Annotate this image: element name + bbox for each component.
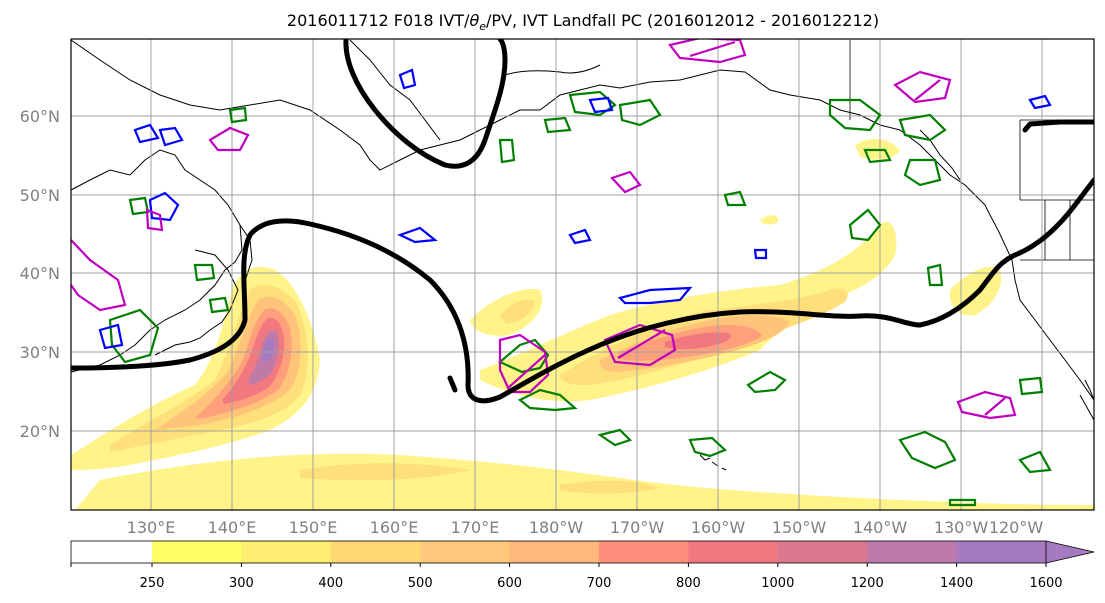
map-title: 2016011712 F018 IVT/θe/PV, IVT Landfall … xyxy=(287,11,879,33)
lat-label-20: 20°N xyxy=(20,422,60,441)
lon-label-140w: 140°W xyxy=(853,518,908,537)
lat-label-40: 40°N xyxy=(20,264,60,283)
colorbar-tick-label: 500 xyxy=(408,576,433,591)
coastlines xyxy=(71,39,1094,471)
colorbar-tick-label: 700 xyxy=(587,576,612,591)
colorbar-segment xyxy=(241,541,332,563)
landfall-pc-contour xyxy=(71,39,1094,404)
lon-label-170w: 170°W xyxy=(610,518,665,537)
colorbar-segment xyxy=(330,541,421,563)
colorbar-frame xyxy=(70,540,1047,564)
colorbar-tick-label: 400 xyxy=(318,576,343,591)
colorbar-segments xyxy=(152,541,1047,563)
lat-label-30: 30°N xyxy=(20,343,60,362)
colorbar-tick-label: 250 xyxy=(140,576,165,591)
lon-label-160e: 160°E xyxy=(370,518,419,537)
colorbar: 250 300 400 500 600 700 800 1000 1200 1400 1600 xyxy=(70,540,1095,591)
colorbar-extend-arrow xyxy=(1046,541,1094,563)
colorbar-tick-label: 1000 xyxy=(761,576,794,591)
pv-contours xyxy=(98,68,1052,350)
colorbar-ticks: 250 300 400 500 600 700 800 1000 1200 1400 1600 xyxy=(70,563,1063,591)
colorbar-tick-label: 1600 xyxy=(1029,576,1062,591)
colorbar-tick-label: 1200 xyxy=(851,576,884,591)
longitude-labels: 130°E 140°E 150°E 160°E 170°E 180°W 170°… xyxy=(127,518,1044,537)
lon-label-170e: 170°E xyxy=(451,518,500,537)
colorbar-segment xyxy=(599,541,689,563)
colorbar-tick-label: 300 xyxy=(229,576,254,591)
colorbar-tick-label: 800 xyxy=(676,576,701,591)
lon-label-160w: 160°W xyxy=(691,518,746,537)
pc-contours xyxy=(71,39,1017,420)
latitude-labels: 60°N 50°N 40°N 30°N 20°N xyxy=(20,107,60,441)
colorbar-segment xyxy=(152,541,242,563)
colorbar-segment xyxy=(777,541,868,563)
colorbar-segment-below xyxy=(71,541,152,563)
lon-label-120w: 120°W xyxy=(989,518,1044,537)
colorbar-tick-label: 600 xyxy=(497,576,522,591)
map-panel xyxy=(71,39,1094,510)
lon-label-150e: 150°E xyxy=(289,518,338,537)
lon-label-140e: 140°E xyxy=(208,518,257,537)
colorbar-segment xyxy=(420,541,511,563)
lat-label-50: 50°N xyxy=(20,186,60,205)
colorbar-segment xyxy=(688,541,779,563)
map-frame xyxy=(70,38,1095,511)
lon-label-150w: 150°W xyxy=(772,518,827,537)
lat-label-60: 60°N xyxy=(20,107,60,126)
colorbar-segment xyxy=(956,541,1047,563)
colorbar-tick-label: 1400 xyxy=(940,576,973,591)
colorbar-segment xyxy=(509,541,600,563)
lon-label-130w: 130°W xyxy=(934,518,989,537)
lon-label-130e: 130°E xyxy=(127,518,176,537)
lon-label-180w: 180°W xyxy=(529,518,584,537)
colorbar-segment xyxy=(867,541,958,563)
